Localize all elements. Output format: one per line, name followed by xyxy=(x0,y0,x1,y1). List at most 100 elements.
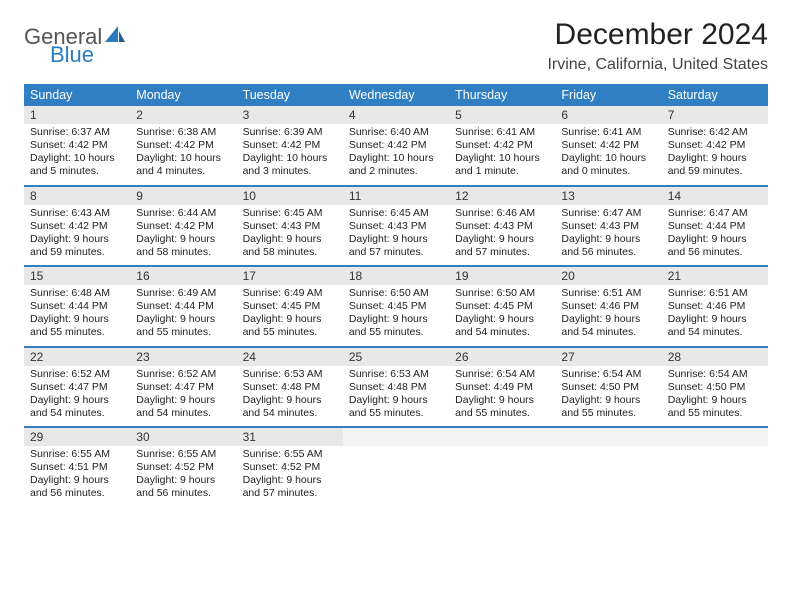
day-body xyxy=(662,446,768,448)
daylight-line: Daylight: 9 hours and 55 minutes. xyxy=(30,313,124,339)
sunrise-line: Sunrise: 6:44 AM xyxy=(136,207,230,220)
day-cell: 9Sunrise: 6:44 AMSunset: 4:42 PMDaylight… xyxy=(130,187,236,266)
day-number: 21 xyxy=(662,267,768,285)
day-cell: 31Sunrise: 6:55 AMSunset: 4:52 PMDayligh… xyxy=(237,428,343,507)
day-body xyxy=(555,446,661,448)
daylight-line: Daylight: 9 hours and 57 minutes. xyxy=(455,233,549,259)
day-number xyxy=(343,428,449,446)
day-body: Sunrise: 6:47 AMSunset: 4:43 PMDaylight:… xyxy=(555,205,661,260)
sunset-line: Sunset: 4:44 PM xyxy=(668,220,762,233)
sunset-line: Sunset: 4:46 PM xyxy=(668,300,762,313)
day-cell: 23Sunrise: 6:52 AMSunset: 4:47 PMDayligh… xyxy=(130,348,236,427)
day-cell: 15Sunrise: 6:48 AMSunset: 4:44 PMDayligh… xyxy=(24,267,130,346)
sunrise-line: Sunrise: 6:41 AM xyxy=(455,126,549,139)
day-cell: 12Sunrise: 6:46 AMSunset: 4:43 PMDayligh… xyxy=(449,187,555,266)
day-cell: 16Sunrise: 6:49 AMSunset: 4:44 PMDayligh… xyxy=(130,267,236,346)
day-cell: 10Sunrise: 6:45 AMSunset: 4:43 PMDayligh… xyxy=(237,187,343,266)
sunrise-line: Sunrise: 6:38 AM xyxy=(136,126,230,139)
day-number: 1 xyxy=(24,106,130,124)
sunrise-line: Sunrise: 6:55 AM xyxy=(136,448,230,461)
day-body: Sunrise: 6:49 AMSunset: 4:44 PMDaylight:… xyxy=(130,285,236,340)
day-body: Sunrise: 6:44 AMSunset: 4:42 PMDaylight:… xyxy=(130,205,236,260)
sunset-line: Sunset: 4:47 PM xyxy=(136,381,230,394)
day-body: Sunrise: 6:43 AMSunset: 4:42 PMDaylight:… xyxy=(24,205,130,260)
daylight-line: Daylight: 9 hours and 55 minutes. xyxy=(349,394,443,420)
week-row: 15Sunrise: 6:48 AMSunset: 4:44 PMDayligh… xyxy=(24,265,768,346)
dow-thursday: Thursday xyxy=(449,84,555,106)
sunrise-line: Sunrise: 6:54 AM xyxy=(561,368,655,381)
day-body: Sunrise: 6:52 AMSunset: 4:47 PMDaylight:… xyxy=(24,366,130,421)
day-number: 15 xyxy=(24,267,130,285)
sunset-line: Sunset: 4:47 PM xyxy=(30,381,124,394)
day-cell: 27Sunrise: 6:54 AMSunset: 4:50 PMDayligh… xyxy=(555,348,661,427)
sunrise-line: Sunrise: 6:47 AM xyxy=(668,207,762,220)
week-row: 22Sunrise: 6:52 AMSunset: 4:47 PMDayligh… xyxy=(24,346,768,427)
daylight-line: Daylight: 9 hours and 55 minutes. xyxy=(243,313,337,339)
sunset-line: Sunset: 4:50 PM xyxy=(668,381,762,394)
day-number: 23 xyxy=(130,348,236,366)
day-body: Sunrise: 6:49 AMSunset: 4:45 PMDaylight:… xyxy=(237,285,343,340)
dow-wednesday: Wednesday xyxy=(343,84,449,106)
day-body: Sunrise: 6:54 AMSunset: 4:50 PMDaylight:… xyxy=(555,366,661,421)
calendar-page: General December 2024 Irvine, California… xyxy=(0,0,792,612)
day-body: Sunrise: 6:50 AMSunset: 4:45 PMDaylight:… xyxy=(343,285,449,340)
sunset-line: Sunset: 4:43 PM xyxy=(561,220,655,233)
title-block: December 2024 Irvine, California, United… xyxy=(547,18,768,74)
daylight-line: Daylight: 9 hours and 56 minutes. xyxy=(561,233,655,259)
day-number: 4 xyxy=(343,106,449,124)
day-cell: 28Sunrise: 6:54 AMSunset: 4:50 PMDayligh… xyxy=(662,348,768,427)
weeks-container: 1Sunrise: 6:37 AMSunset: 4:42 PMDaylight… xyxy=(24,106,768,507)
daylight-line: Daylight: 10 hours and 1 minute. xyxy=(455,152,549,178)
sunrise-line: Sunrise: 6:55 AM xyxy=(30,448,124,461)
daylight-line: Daylight: 9 hours and 56 minutes. xyxy=(136,474,230,500)
day-number: 11 xyxy=(343,187,449,205)
sunrise-line: Sunrise: 6:50 AM xyxy=(455,287,549,300)
day-number: 6 xyxy=(555,106,661,124)
day-body: Sunrise: 6:51 AMSunset: 4:46 PMDaylight:… xyxy=(555,285,661,340)
daylight-line: Daylight: 9 hours and 55 minutes. xyxy=(455,394,549,420)
sunset-line: Sunset: 4:42 PM xyxy=(668,139,762,152)
sunset-line: Sunset: 4:42 PM xyxy=(349,139,443,152)
day-cell: 21Sunrise: 6:51 AMSunset: 4:46 PMDayligh… xyxy=(662,267,768,346)
day-cell: 3Sunrise: 6:39 AMSunset: 4:42 PMDaylight… xyxy=(237,106,343,185)
location-label: Irvine, California, United States xyxy=(547,56,768,74)
sunrise-line: Sunrise: 6:53 AM xyxy=(349,368,443,381)
day-cell: 18Sunrise: 6:50 AMSunset: 4:45 PMDayligh… xyxy=(343,267,449,346)
day-number: 8 xyxy=(24,187,130,205)
sunset-line: Sunset: 4:42 PM xyxy=(30,139,124,152)
sunrise-line: Sunrise: 6:41 AM xyxy=(561,126,655,139)
dow-tuesday: Tuesday xyxy=(237,84,343,106)
sunset-line: Sunset: 4:52 PM xyxy=(243,461,337,474)
day-cell: 17Sunrise: 6:49 AMSunset: 4:45 PMDayligh… xyxy=(237,267,343,346)
day-body: Sunrise: 6:41 AMSunset: 4:42 PMDaylight:… xyxy=(449,124,555,179)
day-body: Sunrise: 6:41 AMSunset: 4:42 PMDaylight:… xyxy=(555,124,661,179)
day-body: Sunrise: 6:55 AMSunset: 4:52 PMDaylight:… xyxy=(130,446,236,501)
day-cell: 4Sunrise: 6:40 AMSunset: 4:42 PMDaylight… xyxy=(343,106,449,185)
daylight-line: Daylight: 9 hours and 58 minutes. xyxy=(136,233,230,259)
sunset-line: Sunset: 4:42 PM xyxy=(455,139,549,152)
sunrise-line: Sunrise: 6:47 AM xyxy=(561,207,655,220)
sunset-line: Sunset: 4:42 PM xyxy=(561,139,655,152)
week-row: 1Sunrise: 6:37 AMSunset: 4:42 PMDaylight… xyxy=(24,106,768,185)
day-number: 26 xyxy=(449,348,555,366)
sunrise-line: Sunrise: 6:54 AM xyxy=(668,368,762,381)
sunset-line: Sunset: 4:44 PM xyxy=(30,300,124,313)
daylight-line: Daylight: 9 hours and 57 minutes. xyxy=(243,474,337,500)
sunrise-line: Sunrise: 6:51 AM xyxy=(668,287,762,300)
sunrise-line: Sunrise: 6:49 AM xyxy=(136,287,230,300)
sunset-line: Sunset: 4:42 PM xyxy=(136,139,230,152)
day-body: Sunrise: 6:40 AMSunset: 4:42 PMDaylight:… xyxy=(343,124,449,179)
day-number xyxy=(555,428,661,446)
sunrise-line: Sunrise: 6:51 AM xyxy=(561,287,655,300)
day-number: 25 xyxy=(343,348,449,366)
day-number: 18 xyxy=(343,267,449,285)
day-body: Sunrise: 6:46 AMSunset: 4:43 PMDaylight:… xyxy=(449,205,555,260)
sunset-line: Sunset: 4:46 PM xyxy=(561,300,655,313)
sunset-line: Sunset: 4:44 PM xyxy=(136,300,230,313)
daylight-line: Daylight: 10 hours and 0 minutes. xyxy=(561,152,655,178)
sunset-line: Sunset: 4:43 PM xyxy=(243,220,337,233)
day-cell xyxy=(449,428,555,507)
day-number: 5 xyxy=(449,106,555,124)
day-body: Sunrise: 6:45 AMSunset: 4:43 PMDaylight:… xyxy=(237,205,343,260)
daylight-line: Daylight: 9 hours and 59 minutes. xyxy=(668,152,762,178)
